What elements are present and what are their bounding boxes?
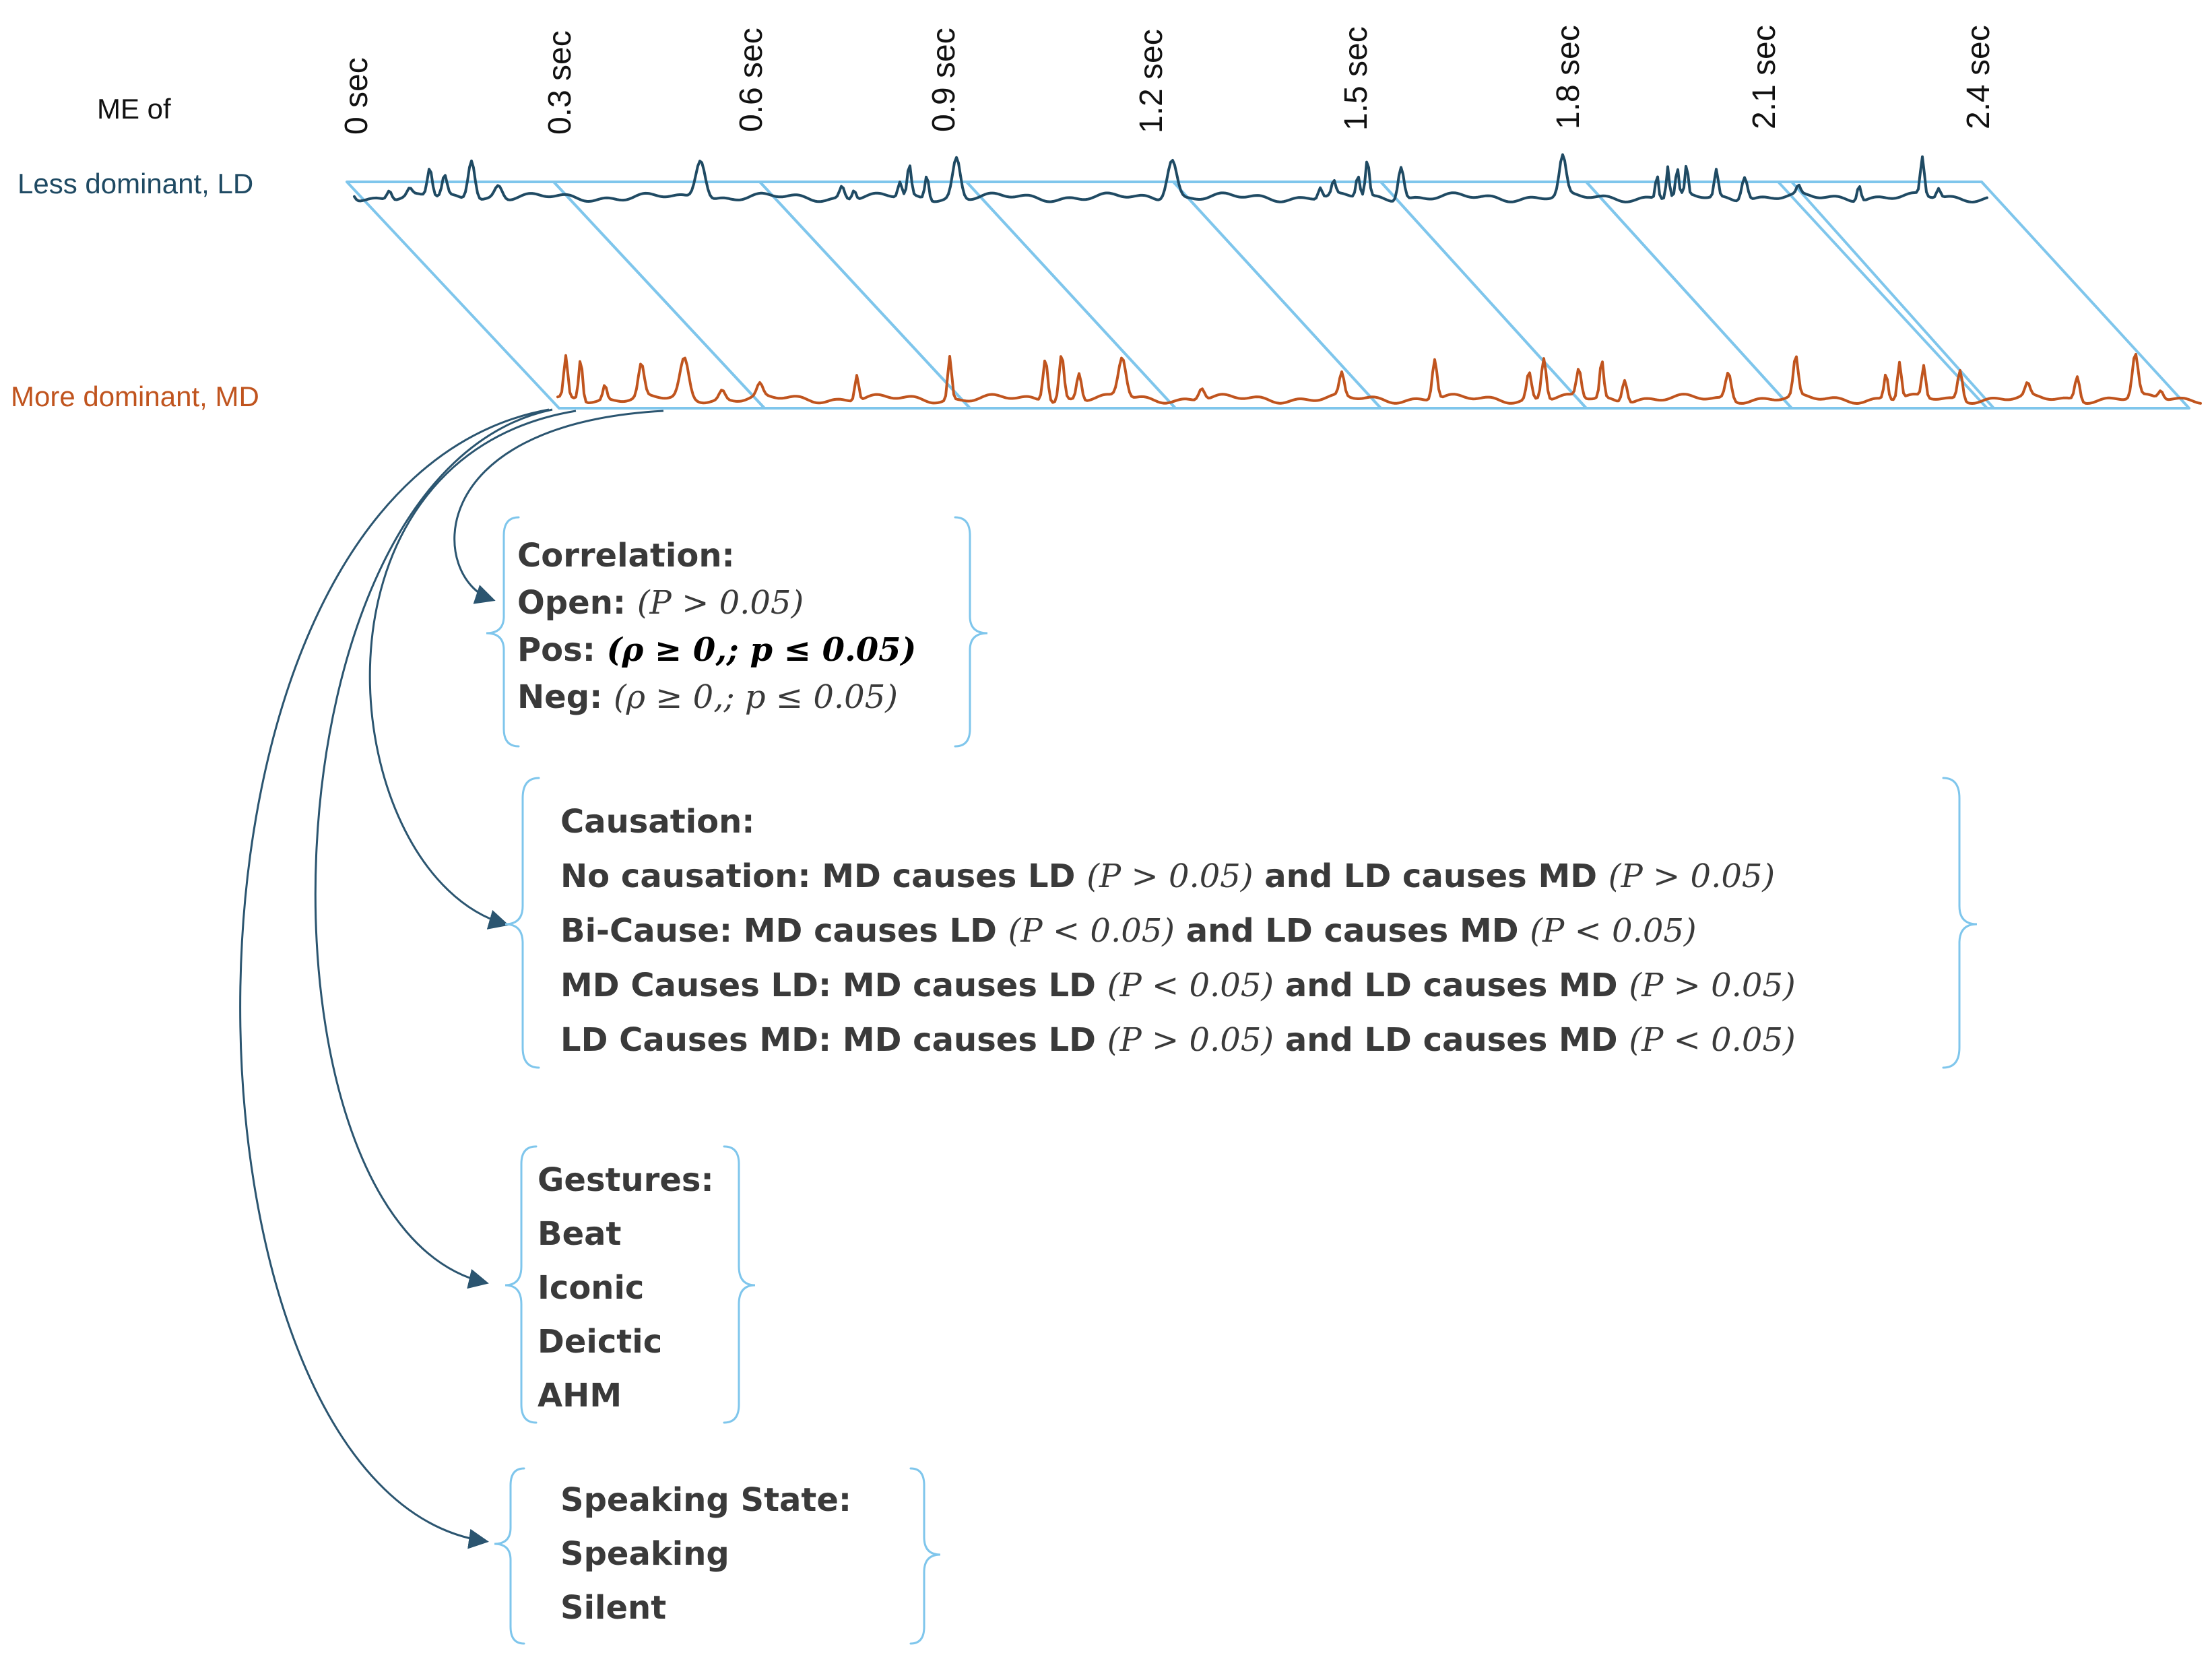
window-2	[552, 181, 971, 410]
speaking-brace-right	[909, 1467, 941, 1645]
window-5	[1172, 181, 1588, 410]
window-7	[1585, 181, 1995, 410]
correlation-title: Correlation:	[517, 537, 735, 575]
sliding-windows	[346, 181, 2190, 410]
causation-row-math1: (P < 0.05)	[1008, 912, 1175, 950]
causation-row-mid: and LD causes MD	[1284, 1021, 1618, 1059]
causation-row-mid: and LD causes MD	[1284, 967, 1618, 1004]
causation-row-label: Bi-Cause: MD causes LD	[560, 912, 997, 950]
time-tick-label: 0.3 sec	[542, 30, 578, 135]
causation-row-label: No causation: MD causes LD	[560, 857, 1076, 895]
me-of-label: ME of	[97, 93, 171, 125]
causation-title: Causation:	[560, 803, 755, 841]
time-tick-label: 1.5 sec	[1338, 26, 1374, 131]
window-1	[346, 181, 766, 410]
speaking-item: Speaking	[560, 1535, 729, 1573]
gesture-item: Beat	[538, 1215, 622, 1253]
correlation-brace-right	[954, 516, 988, 748]
gesture-item: Iconic	[538, 1269, 645, 1307]
time-tick-label: 2.4 sec	[1961, 25, 1996, 129]
gestures-brace-left	[505, 1145, 538, 1424]
time-tick-label: 2.1 sec	[1747, 25, 1782, 129]
causation-brace-right	[1942, 777, 1978, 1069]
causation-row: Bi-Cause: MD causes LD (P < 0.05) and LD…	[560, 904, 1796, 959]
correlation-open-row: Open: (P > 0.05)	[517, 579, 916, 626]
causation-row: LD Causes MD: MD causes LD (P > 0.05) an…	[560, 1013, 1796, 1068]
correlation-open-math: (P > 0.05)	[637, 584, 804, 622]
gestures-title: Gestures:	[538, 1161, 714, 1199]
arrow-to-speaking	[239, 408, 550, 1549]
arrow-to-correlation	[453, 410, 664, 604]
speaking-title: Speaking State:	[560, 1481, 852, 1519]
correlation-neg-row: Neg: (ρ ≥ 0,; p ≤ 0.05)	[517, 674, 916, 721]
causation-row: No causation: MD causes LD (P > 0.05) an…	[560, 849, 1796, 904]
time-tick-label: 1.8 sec	[1551, 25, 1586, 129]
causation-row-label: LD Causes MD: MD causes LD	[560, 1021, 1097, 1059]
causation-row-label: MD Causes LD: MD causes LD	[560, 967, 1097, 1004]
causation-row-mid: and LD causes MD	[1185, 912, 1519, 950]
causation-row-math1: (P < 0.05)	[1107, 967, 1274, 1004]
md-signal-line	[556, 352, 2202, 405]
causation-row: MD Causes LD: MD causes LD (P < 0.05) an…	[560, 959, 1796, 1013]
correlation-neg-label: Neg:	[517, 678, 603, 716]
causation-row-mid: and LD causes MD	[1264, 857, 1598, 895]
correlation-pos-math: (ρ ≥ 0,; p ≤ 0.05)	[606, 631, 917, 669]
md-series-label: More dominant, MD	[11, 381, 259, 412]
window-8	[1777, 181, 2190, 410]
causation-brace-left	[505, 777, 540, 1069]
time-tick-label: 0 sec	[339, 57, 375, 135]
correlation-neg-math: (ρ ≥ 0,; p ≤ 0.05)	[614, 678, 898, 716]
causation-box: Causation: No causation: MD causes LD (P…	[560, 795, 1796, 1068]
speaking-brace-left	[494, 1467, 525, 1645]
time-tick-label: 0.9 sec	[926, 28, 962, 132]
causation-row-math2: (P > 0.05)	[1629, 967, 1796, 1004]
speaking-item: Silent	[560, 1589, 667, 1627]
ld-signal-line	[353, 153, 1988, 203]
window-3	[758, 181, 1177, 410]
gesture-item: AHM	[538, 1377, 622, 1415]
causation-row-math1: (P > 0.05)	[1086, 857, 1254, 895]
causation-row-math2: (P < 0.05)	[1629, 1021, 1796, 1059]
gestures-brace-right	[723, 1145, 756, 1424]
causation-row-math2: (P > 0.05)	[1608, 857, 1776, 895]
ld-series-label: Less dominant, LD	[18, 168, 254, 199]
time-tick-label: 1.2 sec	[1134, 29, 1169, 133]
gestures-box: Gestures: Beat Iconic Deictic AHM	[538, 1153, 714, 1423]
correlation-brace-left	[486, 516, 520, 748]
gesture-item: Deictic	[538, 1323, 663, 1361]
causation-row-math1: (P > 0.05)	[1107, 1021, 1274, 1059]
causation-row-math2: (P < 0.05)	[1530, 912, 1697, 950]
time-tick-label: 0.6 sec	[734, 28, 769, 132]
arrow-to-gestures	[314, 408, 553, 1289]
correlation-open-label: Open:	[517, 584, 626, 622]
correlation-box: Correlation: Open: (P > 0.05) Pos: (ρ ≥ …	[517, 532, 916, 721]
window-4	[965, 181, 1382, 410]
speaking-box: Speaking State: Speaking Silent	[560, 1473, 851, 1635]
arrow-to-causation	[368, 410, 577, 930]
correlation-pos-row: Pos: (ρ ≥ 0,; p ≤ 0.05)	[517, 626, 916, 674]
correlation-pos-label: Pos:	[517, 631, 595, 669]
